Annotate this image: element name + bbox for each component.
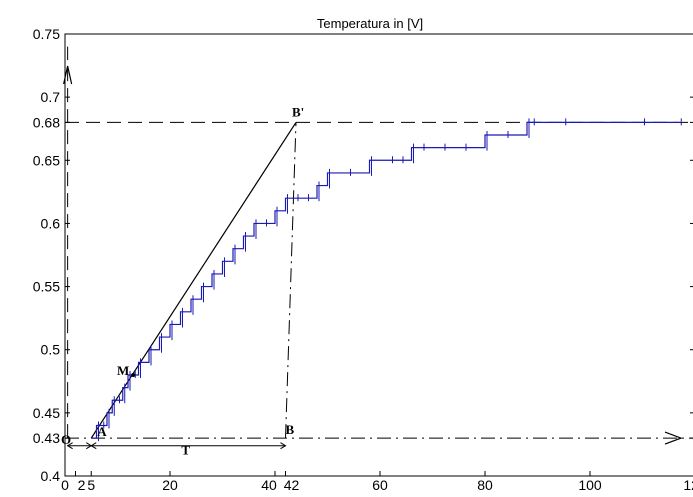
series-line (91, 121, 680, 439)
x-tick-label: 20 (162, 477, 178, 492)
dimension-arrowhead (90, 442, 97, 450)
x-tick-label: 0 (61, 477, 69, 492)
y-tick-label: 0.43 (33, 430, 60, 446)
point-label: O (61, 432, 71, 447)
chart-title: Temperatura in [V] (316, 16, 424, 31)
point-label: M (117, 363, 129, 378)
dimension-arrowhead (66, 442, 73, 450)
dimension-arrowhead (280, 442, 287, 450)
point-label: B (286, 422, 295, 437)
annotations-layer: T B' B A M O (61, 65, 683, 458)
x-tick-label: 80 (477, 477, 493, 492)
y-tick-label: 0.75 (33, 26, 60, 42)
point-label: B' (292, 104, 304, 119)
ticks-layer: 0.4 0.43 0.45 0.5 0.55 0.6 0.65 0.68 0.7 0.75 0 2 5 2… (33, 26, 693, 493)
x-tick-label: 100 (578, 477, 602, 492)
y-tick-label: 0.7 (41, 89, 61, 105)
x-tick-label: 40 (261, 477, 277, 492)
reference-line (285, 122, 297, 439)
point-label: A (97, 424, 107, 439)
y-tick-label: 0.5 (41, 342, 61, 358)
x-tick-label: 5 (87, 477, 95, 492)
y-tick-label: 0.68 (33, 114, 60, 130)
x-tick-label: 42 (284, 477, 300, 492)
y-tick-label: 0.45 (33, 405, 60, 421)
plot-area (64, 33, 693, 477)
x-axis-arrowhead (664, 431, 683, 445)
y-tick-label: 0.65 (33, 152, 60, 168)
y-tick-label: 0.55 (33, 279, 60, 295)
y-tick-label: 0.6 (41, 215, 61, 231)
x-tick-label: 120 (683, 477, 693, 492)
tangent-line (90, 122, 297, 439)
series-layer (90, 118, 682, 442)
x-tick-label: 60 (372, 477, 388, 492)
point-marker-m (131, 372, 136, 377)
y-tick-label: 0.4 (41, 468, 61, 484)
y-axis-arrowhead (63, 65, 73, 85)
x-tick-label: 2 (78, 477, 86, 492)
interval-label-t: T (181, 443, 190, 458)
